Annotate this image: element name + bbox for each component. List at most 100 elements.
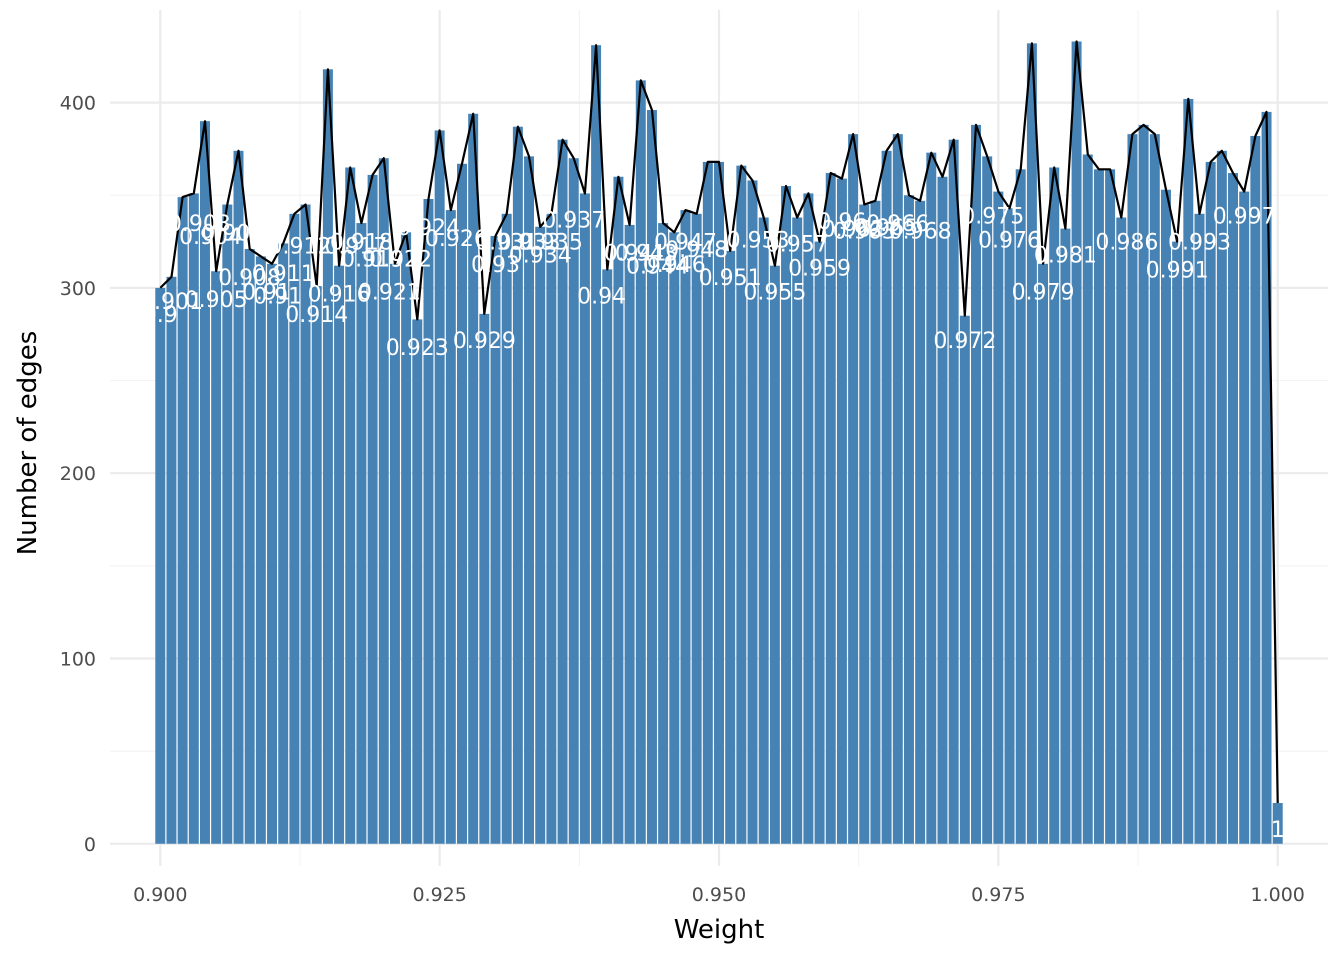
bar <box>445 210 456 844</box>
bar <box>803 193 814 844</box>
bar <box>244 249 255 844</box>
bar <box>714 161 724 844</box>
bar <box>233 150 244 844</box>
bar-value-label: 0.923 <box>386 336 449 361</box>
bar-value-label: 0.9 <box>143 303 178 328</box>
y-tick-label: 0 <box>84 834 96 856</box>
bar <box>568 158 579 844</box>
bar <box>267 263 278 844</box>
bar <box>255 256 266 844</box>
bar <box>736 165 747 844</box>
bar <box>691 213 702 844</box>
bar <box>1160 189 1171 844</box>
bar-value-label: 0.963 <box>833 219 896 244</box>
bar <box>982 156 993 844</box>
bar-value-label: 0.943 <box>615 242 678 267</box>
y-axis-title: Number of edges <box>13 331 43 556</box>
bar <box>725 250 736 844</box>
bar-value-label: 0.981 <box>1034 244 1097 269</box>
bar <box>747 180 758 844</box>
bar <box>356 223 367 844</box>
bar <box>535 226 546 844</box>
bar <box>948 139 959 844</box>
bar-value-label: 0.934 <box>509 244 572 269</box>
y-tick-label: 200 <box>60 463 96 485</box>
bar <box>870 200 881 844</box>
bar <box>602 269 613 844</box>
bar <box>211 271 222 844</box>
bar-value-label: 0.916 <box>308 282 371 307</box>
x-tick-label: 0.900 <box>133 884 187 906</box>
bar <box>1138 124 1149 844</box>
bar-value-label: 0.919 <box>341 247 404 272</box>
bar <box>177 197 188 844</box>
bar <box>1250 135 1261 844</box>
bar-value-label: 0.91 <box>253 284 302 309</box>
bar-value-label: 0.905 <box>185 288 248 313</box>
bar-value-label: 0.941 <box>604 242 667 267</box>
bar <box>848 134 859 844</box>
bar <box>1049 167 1060 844</box>
bar <box>311 286 322 844</box>
bar-value-label: 0.937 <box>542 208 605 233</box>
bar <box>501 213 512 844</box>
axes: 0.900 0.925 0.950 0.975 1.000 0 100 200 300 400 <box>60 93 1305 906</box>
bar-value-label: 0.979 <box>1012 281 1075 306</box>
x-tick-label: 0.975 <box>971 884 1025 906</box>
bar <box>1082 154 1093 844</box>
bar <box>479 313 490 844</box>
bar <box>702 161 713 844</box>
bar <box>188 193 199 844</box>
bar-value-label: 0.912 <box>268 234 331 259</box>
bar <box>646 110 657 844</box>
bar <box>334 265 345 844</box>
bar-value-label: 0.965 <box>855 216 918 241</box>
bar-value-label: 0.921 <box>358 281 421 306</box>
bar <box>769 265 780 844</box>
bar-value-label: 0.962 <box>822 218 885 243</box>
bar-value-label: 0.997 <box>1213 205 1276 230</box>
bar <box>1172 241 1183 844</box>
bar <box>792 217 803 844</box>
bar-value-label: 0.951 <box>699 266 762 291</box>
bar-value-label: 0.993 <box>1168 231 1231 256</box>
bar <box>345 167 356 844</box>
bar <box>959 315 970 844</box>
bar-value-label: 0.904 <box>179 225 242 250</box>
bar <box>1261 111 1272 844</box>
bar-value-label: 0.922 <box>369 247 432 272</box>
bar-labels: 0.90.9010.9030.9040.9050.9060.9080.910.9… <box>140 205 1285 843</box>
bar-value-label: 0.972 <box>933 329 996 354</box>
bar <box>579 193 590 844</box>
bar <box>1116 217 1127 844</box>
x-axis-title: Weight <box>674 915 765 945</box>
bar <box>669 232 680 844</box>
bar <box>680 210 691 844</box>
bar-value-label: 0.91 <box>242 281 291 306</box>
bar <box>758 217 769 844</box>
bar <box>915 200 926 844</box>
bar <box>658 223 669 844</box>
bar-value-label: 0.991 <box>1146 258 1209 283</box>
bar-value-label: 0.926 <box>425 227 488 252</box>
bar-value-label: 0.911 <box>252 262 315 287</box>
x-tick-label: 1.000 <box>1251 884 1305 906</box>
bar-value-label: 0.908 <box>218 266 281 291</box>
bar-value-label: 0.976 <box>978 229 1041 254</box>
bar-value-label: 0.901 <box>140 290 203 315</box>
bar <box>781 186 792 844</box>
bar <box>937 176 948 844</box>
bars <box>155 41 1283 844</box>
bar-value-label: 0.975 <box>961 205 1024 230</box>
bar <box>591 45 602 844</box>
bar-value-label: 0.917 <box>324 234 387 259</box>
bar <box>926 152 937 844</box>
bar-value-label: 0.906 <box>201 221 264 246</box>
y-tick-label: 100 <box>60 648 96 670</box>
bar <box>199 121 210 844</box>
bar <box>155 287 166 844</box>
bar <box>490 236 501 844</box>
bar <box>971 124 981 844</box>
bar <box>836 178 847 844</box>
